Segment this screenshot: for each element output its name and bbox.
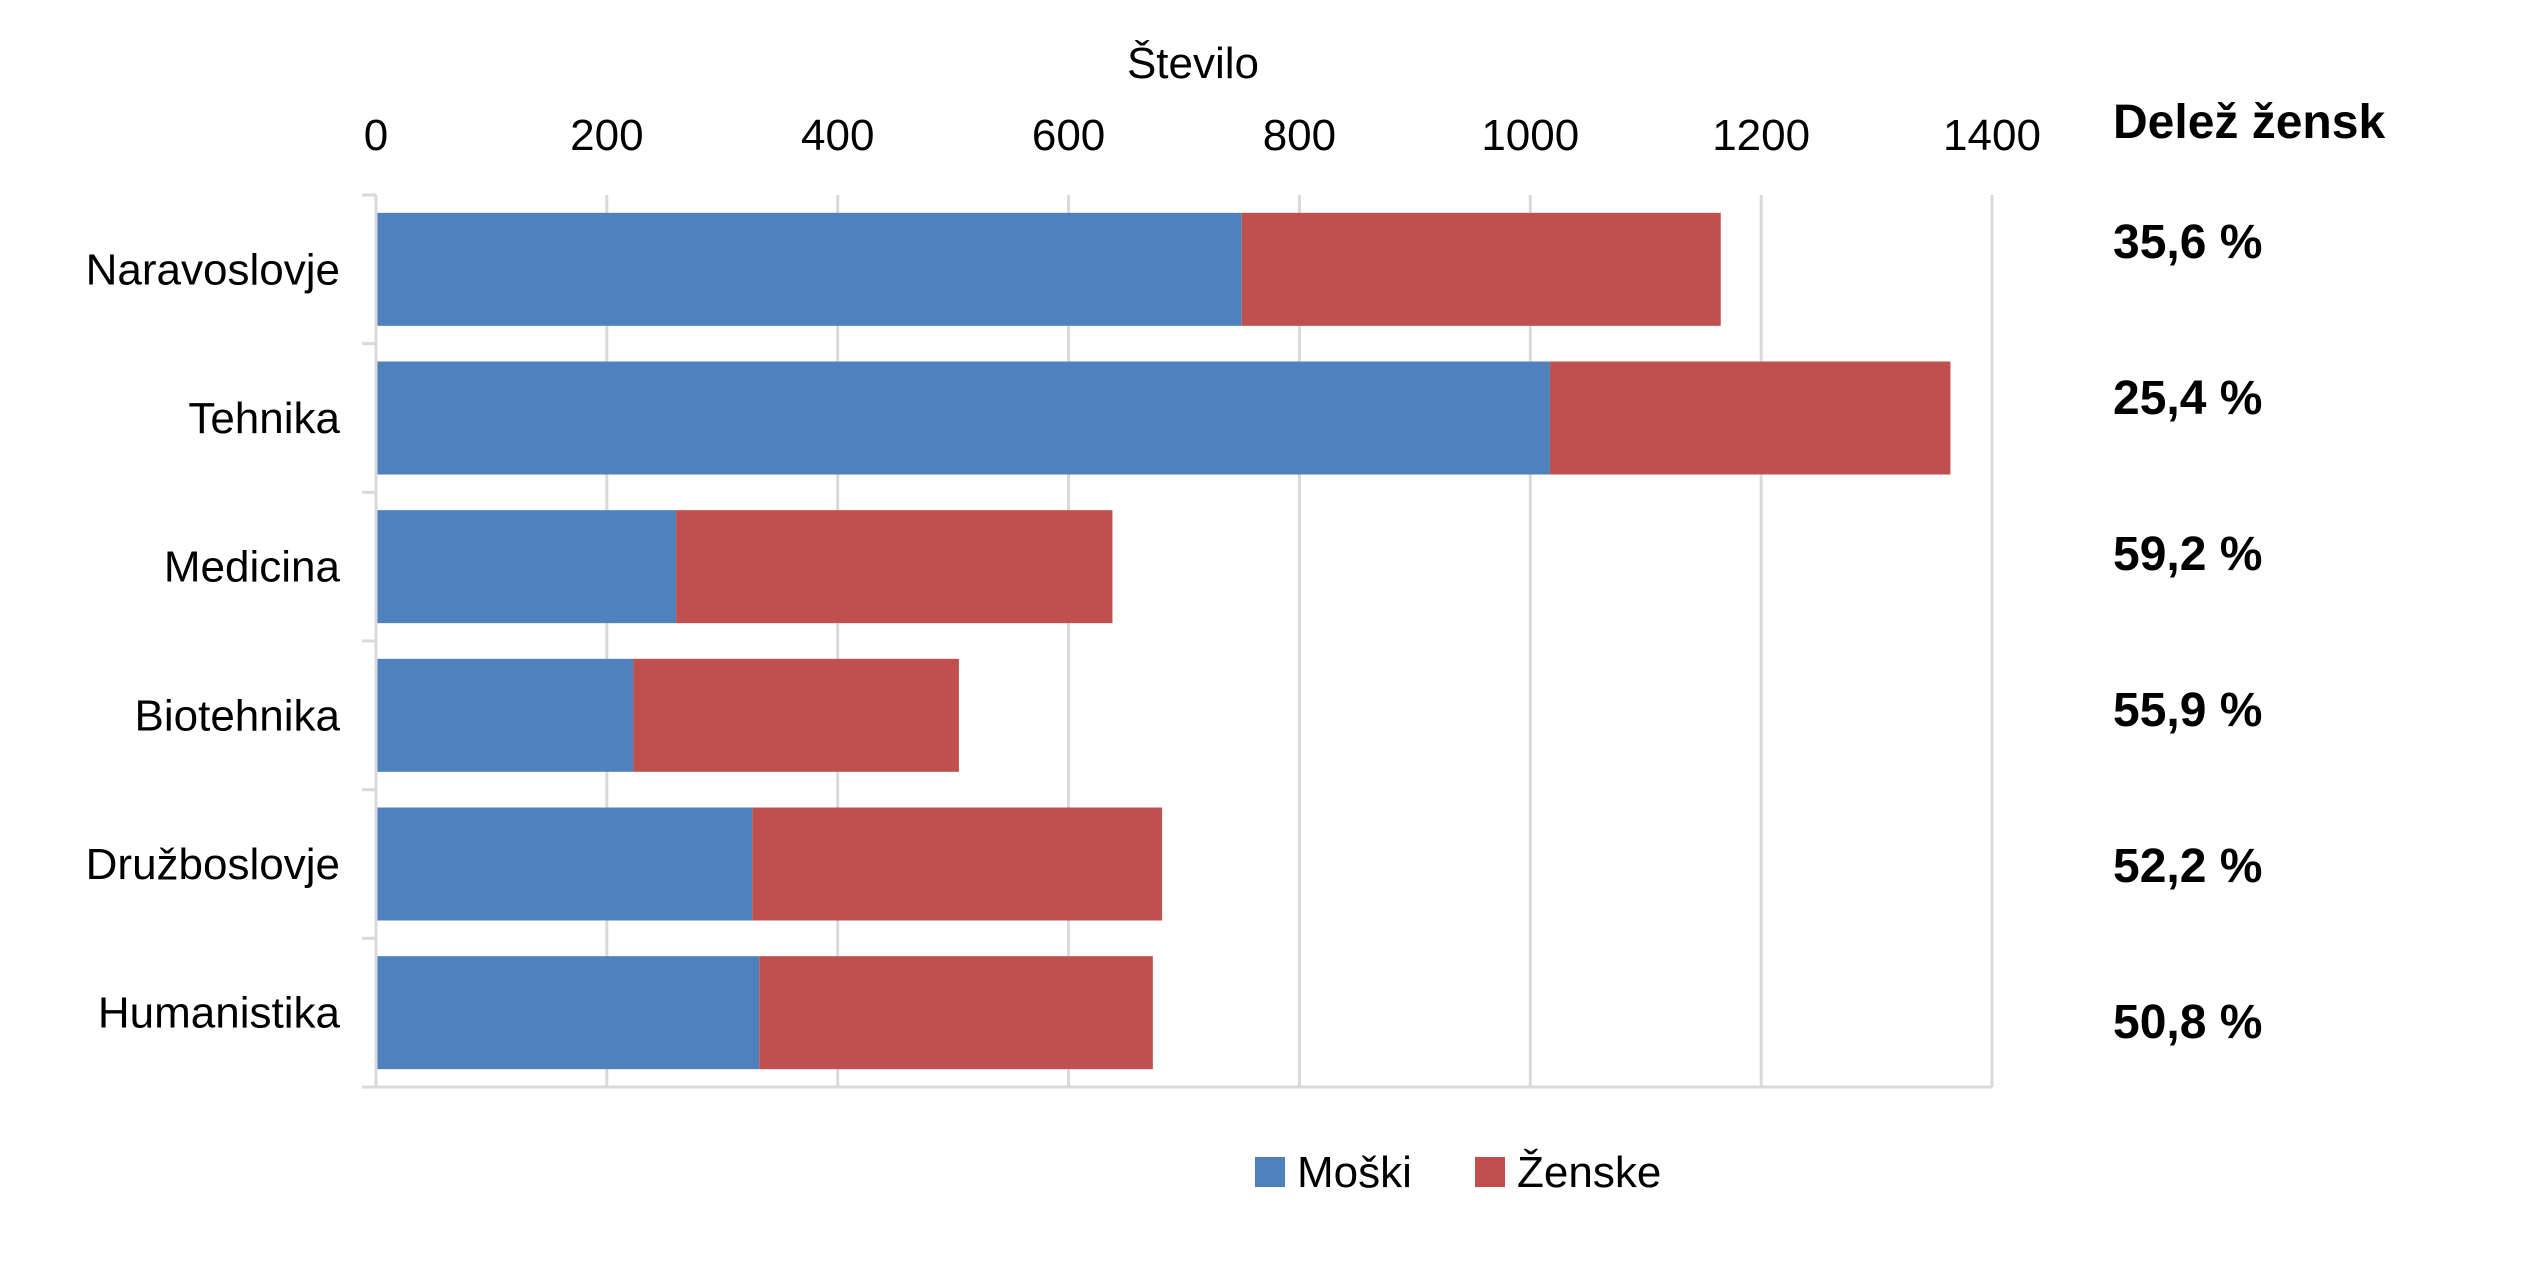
- bar-moski: [376, 807, 753, 921]
- category-label: Naravoslovje: [86, 245, 340, 294]
- bar-zenske: [633, 658, 959, 772]
- share-value: 35,6 %: [2113, 216, 2262, 269]
- legend-swatch: [1475, 1157, 1505, 1187]
- bar-zenske: [1241, 212, 1721, 326]
- axes: [362, 193, 1992, 1089]
- bars: [376, 212, 1951, 1070]
- x-tick-label: 1000: [1481, 111, 1579, 160]
- x-tick-label: 600: [1032, 111, 1105, 160]
- bar-zenske: [752, 807, 1163, 921]
- x-tick-label: 400: [801, 111, 874, 160]
- category-label: Družboslovje: [86, 840, 340, 889]
- bar-moski: [376, 956, 760, 1070]
- share-value: 55,9 %: [2113, 684, 2262, 737]
- gridlines: [605, 195, 1994, 1087]
- x-tick-label: 1200: [1712, 111, 1810, 160]
- bar-moski: [376, 212, 1242, 326]
- share-value: 59,2 %: [2113, 528, 2262, 581]
- x-axis-title: Število: [1127, 38, 1259, 88]
- bar-zenske: [1549, 361, 1951, 475]
- bar-moski: [376, 510, 677, 624]
- x-tick-label: 0: [364, 111, 388, 160]
- share-value: 25,4 %: [2113, 372, 2262, 425]
- legend-swatch: [1255, 1157, 1285, 1187]
- bar-moski: [376, 658, 634, 772]
- category-labels: Naravoslovje Tehnika Medicina Biotehnika Dru…: [86, 245, 341, 1037]
- x-tick-label: 800: [1263, 111, 1336, 160]
- share-column-title: Delež žensk: [2113, 96, 2385, 149]
- x-tick-labels: 0 200 400 600 800 1000 1200 1400: [364, 111, 2041, 160]
- legend-label: Ženske: [1517, 1148, 1661, 1197]
- share-value: 50,8 %: [2113, 996, 2262, 1049]
- share-value: 52,2 %: [2113, 840, 2262, 893]
- share-values: 35,6 % 25,4 % 59,2 % 55,9 % 52,2 % 50,8 %: [2113, 216, 2262, 1049]
- x-tick-label: 200: [570, 111, 643, 160]
- x-tick-label: 1400: [1943, 111, 2041, 160]
- category-label: Biotehnika: [135, 691, 341, 740]
- category-label: Medicina: [164, 543, 341, 592]
- bar-zenske: [759, 956, 1153, 1070]
- bar-moski: [376, 361, 1550, 475]
- category-label: Humanistika: [98, 989, 341, 1038]
- legend: Moški Ženske: [1255, 1148, 1661, 1197]
- category-label: Tehnika: [188, 394, 340, 443]
- bar-zenske: [676, 510, 1113, 624]
- legend-label: Moški: [1297, 1148, 1412, 1197]
